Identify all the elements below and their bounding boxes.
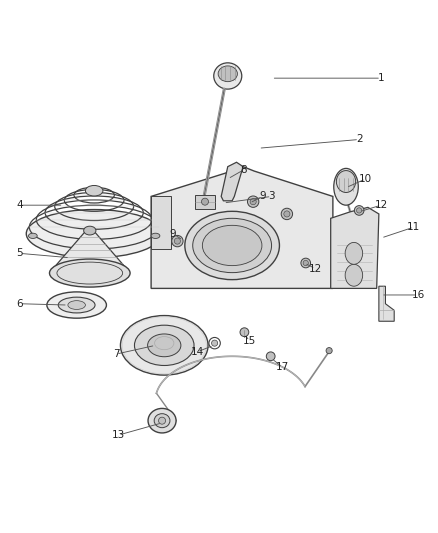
Text: 5: 5 [16,248,23,259]
Ellipse shape [148,334,181,357]
Ellipse shape [120,316,208,375]
Text: 7: 7 [113,349,120,359]
Ellipse shape [202,225,262,265]
Text: 9: 9 [170,229,177,239]
Polygon shape [50,232,129,272]
Ellipse shape [250,199,256,205]
Ellipse shape [247,196,259,207]
Polygon shape [221,162,243,201]
Ellipse shape [185,211,279,280]
Ellipse shape [201,198,208,205]
Ellipse shape [354,206,364,215]
Polygon shape [151,197,171,249]
Ellipse shape [49,259,130,287]
Ellipse shape [218,66,237,82]
Text: 13: 13 [112,430,125,440]
Text: 8: 8 [240,165,247,175]
Text: 10: 10 [359,174,372,184]
Ellipse shape [159,417,166,424]
Ellipse shape [303,260,308,265]
Ellipse shape [281,208,293,220]
Text: 1: 1 [378,73,385,83]
Ellipse shape [134,325,194,366]
Ellipse shape [326,348,332,354]
Ellipse shape [334,168,358,205]
Text: 12: 12 [309,264,322,273]
Ellipse shape [28,233,37,238]
Ellipse shape [26,209,162,258]
Ellipse shape [58,297,95,313]
Ellipse shape [174,238,180,244]
Text: 3: 3 [268,191,275,201]
Ellipse shape [151,233,160,238]
Ellipse shape [301,258,311,268]
Ellipse shape [336,171,356,192]
Ellipse shape [47,292,106,318]
Ellipse shape [84,226,96,235]
Ellipse shape [154,414,170,427]
Text: 9: 9 [259,191,266,201]
Text: 4: 4 [16,200,23,210]
Ellipse shape [266,352,275,361]
Ellipse shape [345,243,363,264]
Text: 2: 2 [356,134,363,144]
Text: 11: 11 [407,222,420,232]
Ellipse shape [214,63,242,89]
Text: 17: 17 [276,362,289,372]
Text: 16: 16 [412,290,425,300]
Text: 6: 6 [16,298,23,309]
Ellipse shape [148,408,176,433]
Ellipse shape [357,208,362,213]
Ellipse shape [193,219,272,273]
Ellipse shape [68,301,85,310]
Polygon shape [379,286,394,321]
Ellipse shape [284,211,290,217]
Ellipse shape [345,264,363,286]
Ellipse shape [212,340,218,346]
Ellipse shape [85,185,103,196]
Ellipse shape [172,236,183,247]
Polygon shape [331,207,379,288]
Polygon shape [195,195,215,209]
Text: 15: 15 [243,336,256,346]
Ellipse shape [240,328,249,336]
Polygon shape [151,167,333,288]
Text: 12: 12 [374,200,388,210]
Text: 14: 14 [191,347,204,357]
